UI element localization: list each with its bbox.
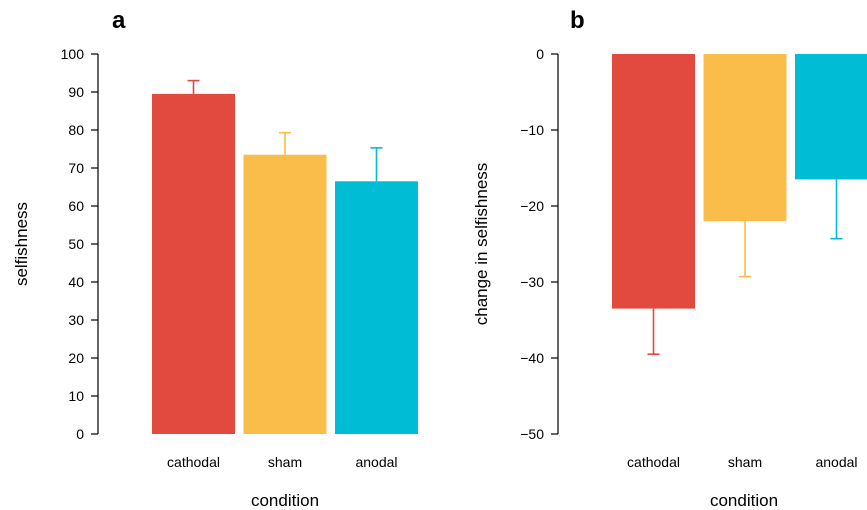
panel-a-x-axis-title: condition xyxy=(251,491,319,510)
panel-a-x-tick-label-sham: sham xyxy=(268,454,302,470)
panel-a-y-ticks: 0 10 20 30 40 50 60 70 80 90 100 xyxy=(61,46,98,442)
panel-b-bar-cathodal xyxy=(612,54,695,309)
panel-b-bar-anodal xyxy=(795,54,867,180)
panel-a-y-tick-label: 20 xyxy=(68,350,84,366)
panel-a-bar-cathodal xyxy=(152,93,235,435)
panel-a-y-tick-label: 0 xyxy=(76,426,84,442)
panel-b-bars xyxy=(612,54,867,309)
panel-b-x-tick-labels: cathodal sham anodal xyxy=(627,454,857,470)
panel-a-y-tick-label: 50 xyxy=(68,236,84,252)
panel-b-y-tick-label: −30 xyxy=(520,274,544,290)
panel-a-bar-anodal xyxy=(335,181,418,434)
panel-a-y-tick-label: 40 xyxy=(68,274,84,290)
panel-a-y-tick-label: 90 xyxy=(68,84,84,100)
panel-a-y-axis-title: selfishness xyxy=(12,202,31,286)
panel-a-error-bars xyxy=(187,79,383,182)
panel-b-y-tick-label: −40 xyxy=(520,350,544,366)
panel-b-error-bars xyxy=(647,179,843,356)
panel-b-x-tick-label-sham: sham xyxy=(728,454,762,470)
panel-b-x-axis-title: condition xyxy=(710,491,778,510)
panel-a-y-tick-label: 60 xyxy=(68,198,84,214)
panel-a-y-tick-label: 10 xyxy=(68,388,84,404)
panel-b-y-axis-title: change in selfishness xyxy=(472,163,491,326)
panel-b-y-ticks: 0 −10 −20 −30 −40 −50 xyxy=(520,46,558,442)
panel-a: a 0 10 20 30 40 50 60 70 80 90 100 cathodal sham ano… xyxy=(12,7,418,510)
panel-a-bars xyxy=(152,93,418,435)
panel-b: b 0 −10 −20 −30 −40 −50 cathodal sham anodal co… xyxy=(472,7,867,510)
panel-a-y-tick-label: 70 xyxy=(68,160,84,176)
panel-b-x-tick-label-anodal: anodal xyxy=(815,454,857,470)
panel-b-y-tick-label: −10 xyxy=(520,122,544,138)
panel-a-x-tick-labels: cathodal sham anodal xyxy=(167,454,397,470)
panel-a-bar-sham xyxy=(243,154,327,434)
panel-a-y-tick-label: 100 xyxy=(61,46,85,62)
panel-b-bar-sham xyxy=(703,54,787,222)
panel-a-y-tick-label: 80 xyxy=(68,122,84,138)
panel-a-x-tick-label-cathodal: cathodal xyxy=(167,454,220,470)
panel-b-y-tick-label: −50 xyxy=(520,426,544,442)
panel-b-y-tick-label: −20 xyxy=(520,198,544,214)
panel-a-y-tick-label: 30 xyxy=(68,312,84,328)
panel-b-y-tick-label: 0 xyxy=(536,46,544,62)
panel-b-label: b xyxy=(570,7,585,34)
panel-a-label: a xyxy=(112,7,126,34)
panel-b-x-tick-label-cathodal: cathodal xyxy=(627,454,680,470)
panel-a-x-tick-label-anodal: anodal xyxy=(355,454,397,470)
